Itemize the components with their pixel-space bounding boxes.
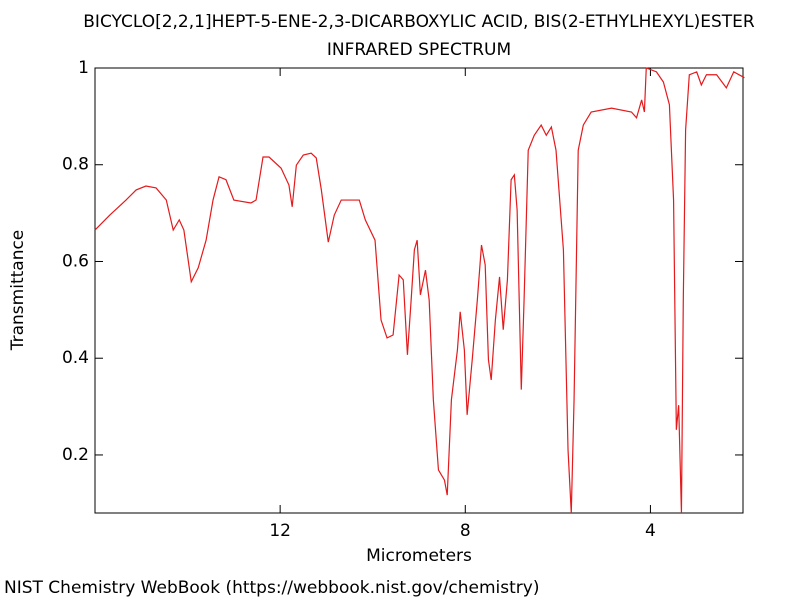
x-tick-label: 8 bbox=[460, 521, 471, 541]
y-tick-label: 0.6 bbox=[62, 251, 89, 271]
y-tick-label: 0.4 bbox=[62, 348, 89, 368]
spectrum-line bbox=[94, 67, 745, 514]
x-tick-label: 4 bbox=[645, 521, 656, 541]
chart-subtitle: INFRARED SPECTRUM bbox=[327, 40, 511, 60]
y-tick-label: 0.2 bbox=[62, 445, 89, 465]
plot-frame bbox=[94, 67, 744, 514]
x-axis-label: Micrometers bbox=[366, 546, 472, 566]
y-tick-label: 0.8 bbox=[62, 155, 89, 175]
y-axis-label: Transmittance bbox=[8, 230, 28, 352]
y-tick-label: 1 bbox=[78, 58, 89, 78]
x-tick-label: 12 bbox=[269, 521, 291, 541]
chart-title: BICYCLO[2,2,1]HEPT-5-ENE-2,3-DICARBOXYLI… bbox=[83, 12, 755, 32]
footer: NIST Chemistry WebBook (https://webbook.… bbox=[4, 578, 539, 598]
